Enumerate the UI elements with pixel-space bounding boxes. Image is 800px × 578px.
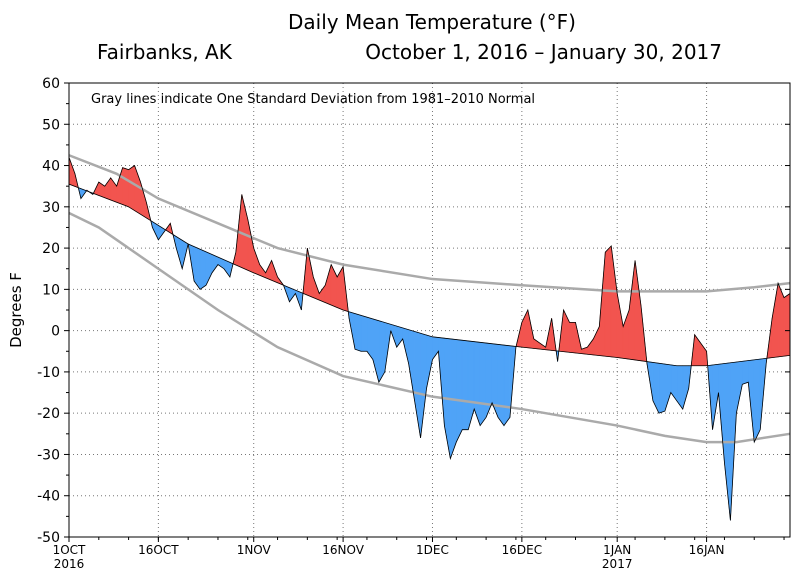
below-normal-area [473,341,481,426]
x-tick-label: 1DEC [416,543,449,557]
above-normal-area [128,164,135,212]
below-normal-area [420,332,427,438]
y-tick-label: 50 [42,117,60,133]
above-normal-area [324,264,332,306]
observed-line [68,157,791,521]
below-normal-area [354,313,362,352]
above-normal-area [104,177,112,201]
below-normal-area [503,344,511,427]
y-tick-label: -10 [37,365,60,381]
normal-line [68,183,791,367]
above-normal-area [318,284,326,304]
y-tick-label: -20 [37,406,60,422]
below-normal-area [652,362,660,414]
x-tick-sublabel: 2017 [602,557,633,571]
below-normal-area [753,358,761,443]
below-normal-area [682,365,690,410]
above-normal-area [616,293,624,359]
series-lines [68,154,791,521]
y-tick-label: 0 [51,324,60,340]
above-normal-area [533,338,541,350]
above-normal-area [593,326,600,356]
chart-subtitle-dates: October 1, 2016 – January 30, 2017 [365,40,722,64]
y-tick-label: -40 [37,489,60,505]
plot-frame [68,82,791,538]
below-normal-area [456,339,463,443]
y-tick-label: 40 [42,159,60,175]
y-tick-label: 30 [42,200,60,216]
chart-subtitle-location: Fairbanks, AK [97,40,233,64]
grid-lines [69,83,790,537]
above-normal-area [122,167,129,208]
above-normal-area [777,283,785,358]
y-tick-label: 10 [42,282,60,298]
below-normal-area [485,342,493,418]
below-normal-area [205,251,213,286]
std-upper-line [68,154,791,293]
x-tick-label: 1NOV [237,543,272,557]
x-tick-label: 16JAN [689,543,725,557]
x-tick-sublabel: 2016 [54,557,85,571]
chart-annotation: Gray lines indicate One Standard Deviati… [91,92,535,107]
below-normal-area [670,364,678,402]
above-normal-area [587,337,594,356]
x-tick-label: 1JAN [603,543,631,557]
below-normal-area [414,331,421,438]
y-tick-label: -30 [37,447,60,463]
anomaly-fill [68,157,791,521]
below-normal-area [372,318,380,383]
below-normal-area [742,360,749,385]
above-normal-area [771,283,779,358]
below-normal-area [199,248,207,290]
above-normal-area [634,260,642,362]
below-normal-area [461,339,469,430]
above-normal-area [569,322,576,354]
chart-title: Daily Mean Temperature (°F) [288,10,576,34]
below-normal-area [664,363,672,412]
below-normal-area [658,362,666,414]
above-normal-area [604,245,612,358]
below-normal-area [396,325,403,349]
below-normal-area [497,344,505,427]
below-normal-area [432,336,439,361]
y-tick-label: 60 [42,76,60,92]
y-tick-label: -50 [37,530,60,546]
x-tick-label: 1OCT [53,543,86,557]
above-normal-area [783,292,791,357]
above-normal-area [610,245,618,358]
below-normal-area [426,334,433,389]
x-tick-label: 16NOV [322,543,364,557]
above-normal-area [628,260,636,361]
y-axis-label: Degrees F [7,272,25,348]
above-normal-area [247,219,255,274]
std-lower-line [68,211,791,444]
x-tick-label: 16DEC [502,543,542,557]
below-normal-area [360,314,368,352]
above-normal-area [700,342,707,367]
below-normal-area [467,340,475,430]
above-normal-area [336,265,344,311]
below-normal-area [211,254,219,274]
x-tick-label: 16OCT [138,543,179,557]
y-tick-label: 20 [42,241,60,257]
below-normal-area [479,341,487,427]
